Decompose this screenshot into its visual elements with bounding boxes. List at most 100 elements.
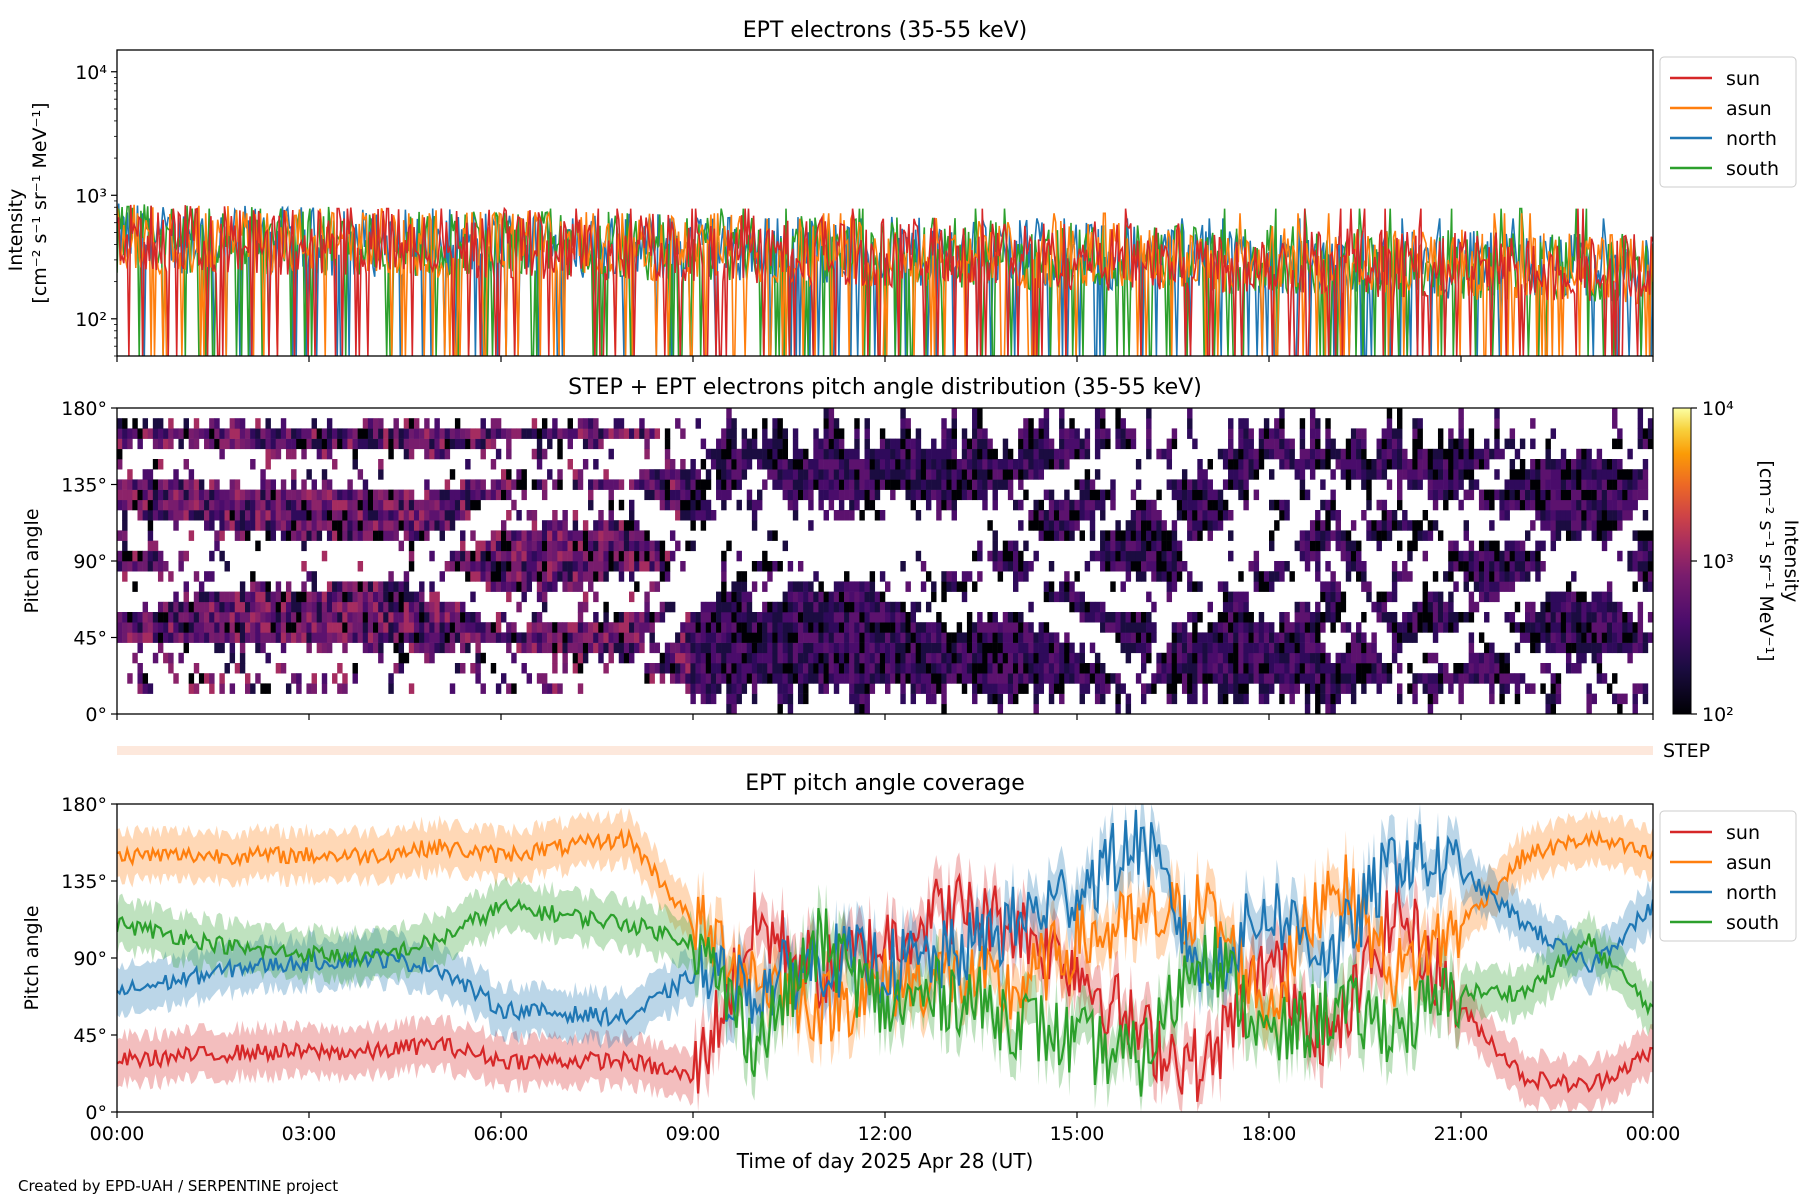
pad-cell	[736, 581, 742, 592]
pad-cell	[470, 479, 476, 490]
pad-cell	[480, 622, 486, 633]
pad-cell	[239, 489, 246, 501]
pad-cell	[639, 642, 645, 654]
pad-cell	[618, 428, 625, 439]
pad-cell	[1514, 540, 1521, 552]
pad-cell	[1228, 469, 1234, 480]
pad-cell	[209, 622, 215, 633]
pad-cell	[1468, 438, 1475, 450]
pad-cell	[1187, 663, 1193, 674]
pad-cell	[1381, 530, 1388, 541]
pad-cell	[1079, 448, 1085, 460]
pad-cell	[813, 438, 819, 450]
pad-cell	[229, 438, 236, 450]
pad-cell	[762, 448, 768, 460]
pad-cell	[644, 612, 650, 623]
pad-cell	[1376, 591, 1382, 603]
pad-cell	[1048, 489, 1055, 501]
pad-cell	[1606, 479, 1613, 490]
pad-cell	[434, 632, 440, 643]
pad-cell	[1612, 489, 1618, 501]
pad-cell	[1376, 459, 1382, 470]
pad-cell	[1018, 632, 1024, 643]
pad-cell	[803, 591, 809, 603]
pad-cell	[1130, 520, 1137, 531]
pad-cell	[321, 622, 328, 633]
pad-cell	[1519, 550, 1526, 562]
pad-cell	[332, 510, 338, 521]
pad-cell	[1642, 550, 1649, 562]
pad-cell	[838, 459, 845, 470]
pad-cell	[1171, 652, 1178, 664]
pad-cell	[977, 683, 983, 694]
pad-cell	[485, 632, 492, 643]
pad-cell	[1043, 530, 1050, 541]
pad-cell	[291, 448, 297, 460]
pad-cell	[434, 520, 440, 531]
pad-cell	[516, 632, 522, 643]
pad-cell	[552, 520, 558, 531]
pad-cell	[582, 520, 589, 531]
pad-cell	[378, 489, 384, 501]
pad-cell	[1207, 459, 1213, 470]
x-tick-label: 21:00	[1434, 1123, 1489, 1145]
pad-cell	[1233, 663, 1239, 674]
pad-cell	[1325, 612, 1331, 623]
pad-cell	[772, 642, 778, 654]
pad-cell	[1187, 652, 1193, 664]
pad-cell	[639, 550, 645, 562]
pad-cell	[1059, 530, 1065, 541]
pad-cell	[1545, 601, 1551, 613]
pad-cell	[1530, 469, 1536, 480]
pad-cell	[838, 652, 845, 664]
y-tick-label: 180°	[61, 794, 107, 816]
pad-cell	[280, 622, 287, 633]
pad-cell	[1565, 612, 1572, 623]
pad-cell	[1141, 693, 1147, 705]
pad-cell	[1555, 479, 1562, 490]
pad-cell	[188, 428, 195, 439]
pad-cell	[680, 632, 686, 643]
pad-cell	[311, 418, 317, 429]
pad-cell	[1571, 499, 1577, 511]
pad-cell	[1489, 652, 1495, 664]
pad-cell	[700, 520, 707, 531]
pad-cell	[731, 591, 737, 603]
pad-cell	[864, 499, 870, 511]
pad-cell	[321, 438, 328, 450]
pad-cell	[1238, 479, 1244, 490]
pad-cell	[1555, 622, 1562, 633]
pad-cell	[1018, 642, 1024, 654]
pad-cell	[915, 683, 922, 694]
pad-cell	[511, 530, 517, 541]
pad-cell	[132, 561, 138, 572]
pad-cell	[521, 561, 527, 572]
pad-cell	[1545, 703, 1551, 715]
coverage-title: EPT pitch angle coverage	[745, 771, 1025, 796]
pad-cell	[1135, 632, 1142, 643]
pad-cell	[1432, 632, 1439, 643]
pad-cell	[567, 550, 573, 562]
pad-cell	[567, 418, 573, 429]
pad-cell	[301, 612, 307, 623]
pad-cell	[1217, 693, 1224, 705]
pad-cell	[250, 520, 256, 531]
pad-cell	[1391, 581, 1398, 592]
pad-cell	[772, 438, 778, 450]
pad-cell	[997, 550, 1004, 562]
pad-cell	[726, 469, 732, 480]
pad-cell	[1176, 632, 1183, 643]
pad-cell	[813, 612, 819, 623]
pad-cell	[1294, 601, 1301, 613]
pad-cell	[1079, 591, 1085, 603]
pad-cell	[920, 622, 927, 633]
pad-cell	[562, 550, 568, 562]
pad-cell	[1530, 438, 1536, 450]
pad-cell	[506, 469, 512, 480]
pad-cell	[1345, 479, 1352, 490]
pad-cell	[1489, 642, 1495, 654]
pad-cell	[1617, 642, 1623, 654]
pad-cell	[567, 642, 573, 654]
pad-cell	[966, 622, 973, 633]
pad-cell	[501, 571, 507, 582]
